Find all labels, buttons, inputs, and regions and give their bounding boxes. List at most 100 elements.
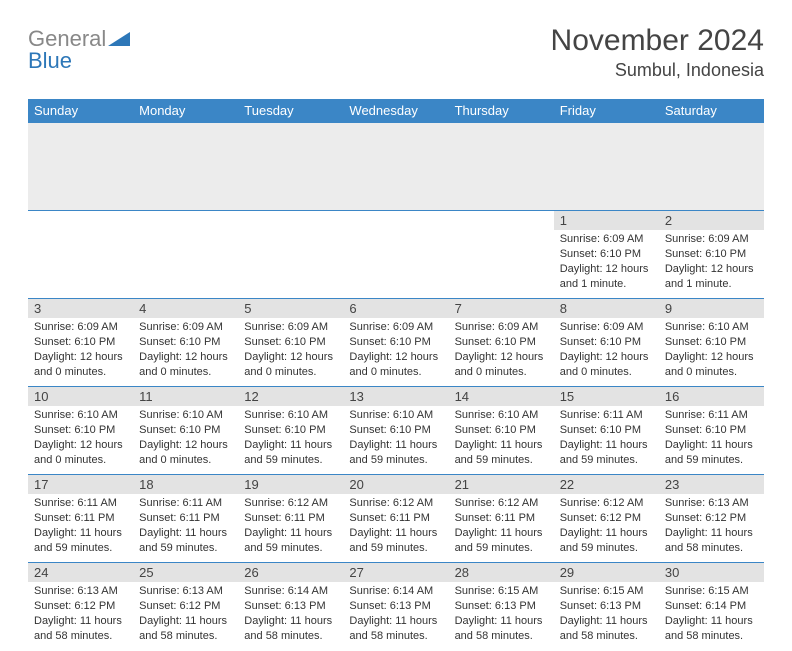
day-number: 27: [343, 563, 448, 582]
sunrise-text: Sunrise: 6:11 AM: [34, 496, 127, 511]
calendar-cell: 14Sunrise: 6:10 AMSunset: 6:10 PMDayligh…: [449, 387, 554, 475]
daylight-text: Daylight: 11 hours and 58 minutes.: [665, 526, 758, 556]
day-number: 26: [238, 563, 343, 582]
cell-body: Sunrise: 6:10 AMSunset: 6:10 PMDaylight:…: [343, 406, 448, 471]
day-header: Saturday: [659, 99, 764, 123]
day-number: 10: [28, 387, 133, 406]
calendar-week-row: 24Sunrise: 6:13 AMSunset: 6:12 PMDayligh…: [28, 563, 764, 651]
day-number: 12: [238, 387, 343, 406]
title-block: November 2024 Sumbul, Indonesia: [551, 24, 764, 81]
sunset-text: Sunset: 6:10 PM: [665, 423, 758, 438]
sunset-text: Sunset: 6:13 PM: [455, 599, 548, 614]
day-header: Tuesday: [238, 99, 343, 123]
sunrise-text: Sunrise: 6:12 AM: [244, 496, 337, 511]
daylight-text: Daylight: 12 hours and 0 minutes.: [244, 350, 337, 380]
sunset-text: Sunset: 6:11 PM: [244, 511, 337, 526]
calendar-cell: 6Sunrise: 6:09 AMSunset: 6:10 PMDaylight…: [343, 299, 448, 387]
calendar-cell: 8Sunrise: 6:09 AMSunset: 6:10 PMDaylight…: [554, 299, 659, 387]
cell-body: Sunrise: 6:11 AMSunset: 6:11 PMDaylight:…: [28, 494, 133, 559]
day-number: 20: [343, 475, 448, 494]
calendar-cell: [238, 211, 343, 299]
calendar-cell: [133, 211, 238, 299]
day-number: 21: [449, 475, 554, 494]
day-number: 3: [28, 299, 133, 318]
day-number: 29: [554, 563, 659, 582]
calendar-cell: [449, 211, 554, 299]
day-number: 8: [554, 299, 659, 318]
daylight-text: Daylight: 11 hours and 58 minutes.: [349, 614, 442, 644]
sunset-text: Sunset: 6:14 PM: [665, 599, 758, 614]
sunset-text: Sunset: 6:10 PM: [560, 423, 653, 438]
sunset-text: Sunset: 6:10 PM: [349, 335, 442, 350]
day-number: 28: [449, 563, 554, 582]
cell-body: Sunrise: 6:09 AMSunset: 6:10 PMDaylight:…: [554, 318, 659, 383]
day-number: 25: [133, 563, 238, 582]
sunrise-text: Sunrise: 6:09 AM: [349, 320, 442, 335]
calendar-cell: 21Sunrise: 6:12 AMSunset: 6:11 PMDayligh…: [449, 475, 554, 563]
cell-body: Sunrise: 6:12 AMSunset: 6:12 PMDaylight:…: [554, 494, 659, 559]
sunrise-text: Sunrise: 6:15 AM: [560, 584, 653, 599]
calendar-cell: 22Sunrise: 6:12 AMSunset: 6:12 PMDayligh…: [554, 475, 659, 563]
daylight-text: Daylight: 11 hours and 59 minutes.: [139, 526, 232, 556]
sunset-text: Sunset: 6:10 PM: [560, 247, 653, 262]
sunrise-text: Sunrise: 6:09 AM: [244, 320, 337, 335]
calendar-cell: 7Sunrise: 6:09 AMSunset: 6:10 PMDaylight…: [449, 299, 554, 387]
cell-body: Sunrise: 6:10 AMSunset: 6:10 PMDaylight:…: [659, 318, 764, 383]
sunset-text: Sunset: 6:10 PM: [665, 335, 758, 350]
calendar-cell: 1Sunrise: 6:09 AMSunset: 6:10 PMDaylight…: [554, 211, 659, 299]
sunrise-text: Sunrise: 6:13 AM: [665, 496, 758, 511]
calendar-cell: 11Sunrise: 6:10 AMSunset: 6:10 PMDayligh…: [133, 387, 238, 475]
daylight-text: Daylight: 11 hours and 59 minutes.: [244, 438, 337, 468]
calendar-cell: 3Sunrise: 6:09 AMSunset: 6:10 PMDaylight…: [28, 299, 133, 387]
day-number: 11: [133, 387, 238, 406]
calendar-cell: 30Sunrise: 6:15 AMSunset: 6:14 PMDayligh…: [659, 563, 764, 651]
sunset-text: Sunset: 6:11 PM: [455, 511, 548, 526]
cell-body: Sunrise: 6:14 AMSunset: 6:13 PMDaylight:…: [238, 582, 343, 647]
sunset-text: Sunset: 6:11 PM: [34, 511, 127, 526]
calendar-cell: 20Sunrise: 6:12 AMSunset: 6:11 PMDayligh…: [343, 475, 448, 563]
sunrise-text: Sunrise: 6:10 AM: [665, 320, 758, 335]
calendar-week-row: 10Sunrise: 6:10 AMSunset: 6:10 PMDayligh…: [28, 387, 764, 475]
daylight-text: Daylight: 12 hours and 0 minutes.: [139, 350, 232, 380]
calendar-week-row: 17Sunrise: 6:11 AMSunset: 6:11 PMDayligh…: [28, 475, 764, 563]
sunrise-text: Sunrise: 6:11 AM: [560, 408, 653, 423]
calendar-cell: 17Sunrise: 6:11 AMSunset: 6:11 PMDayligh…: [28, 475, 133, 563]
cell-body: Sunrise: 6:13 AMSunset: 6:12 PMDaylight:…: [28, 582, 133, 647]
sunrise-text: Sunrise: 6:09 AM: [665, 232, 758, 247]
logo-triangle-icon: [108, 28, 130, 50]
cell-body: Sunrise: 6:14 AMSunset: 6:13 PMDaylight:…: [343, 582, 448, 647]
cell-body: Sunrise: 6:13 AMSunset: 6:12 PMDaylight:…: [659, 494, 764, 559]
sunset-text: Sunset: 6:13 PM: [349, 599, 442, 614]
cell-body: Sunrise: 6:10 AMSunset: 6:10 PMDaylight:…: [133, 406, 238, 471]
daylight-text: Daylight: 11 hours and 59 minutes.: [349, 526, 442, 556]
sunrise-text: Sunrise: 6:09 AM: [560, 320, 653, 335]
calendar-cell: 2Sunrise: 6:09 AMSunset: 6:10 PMDaylight…: [659, 211, 764, 299]
calendar-header-row: SundayMondayTuesdayWednesdayThursdayFrid…: [28, 99, 764, 123]
day-header: Wednesday: [343, 99, 448, 123]
daylight-text: Daylight: 11 hours and 59 minutes.: [560, 438, 653, 468]
daylight-text: Daylight: 12 hours and 1 minute.: [560, 262, 653, 292]
cell-body: Sunrise: 6:13 AMSunset: 6:12 PMDaylight:…: [133, 582, 238, 647]
calendar-week-row: 1Sunrise: 6:09 AMSunset: 6:10 PMDaylight…: [28, 211, 764, 299]
sunrise-text: Sunrise: 6:15 AM: [455, 584, 548, 599]
day-header: Monday: [133, 99, 238, 123]
sunset-text: Sunset: 6:10 PM: [139, 335, 232, 350]
sunset-text: Sunset: 6:11 PM: [349, 511, 442, 526]
day-number: 15: [554, 387, 659, 406]
cell-body: Sunrise: 6:10 AMSunset: 6:10 PMDaylight:…: [238, 406, 343, 471]
daylight-text: Daylight: 11 hours and 59 minutes.: [455, 438, 548, 468]
sunset-text: Sunset: 6:10 PM: [349, 423, 442, 438]
sunrise-text: Sunrise: 6:12 AM: [455, 496, 548, 511]
daylight-text: Daylight: 12 hours and 0 minutes.: [665, 350, 758, 380]
calendar-cell: 4Sunrise: 6:09 AMSunset: 6:10 PMDaylight…: [133, 299, 238, 387]
sunrise-text: Sunrise: 6:13 AM: [139, 584, 232, 599]
calendar-cell: [343, 211, 448, 299]
calendar-blank-row: [28, 123, 764, 211]
sunset-text: Sunset: 6:12 PM: [34, 599, 127, 614]
sunrise-text: Sunrise: 6:14 AM: [244, 584, 337, 599]
day-number: 19: [238, 475, 343, 494]
sunrise-text: Sunrise: 6:11 AM: [665, 408, 758, 423]
cell-body: Sunrise: 6:09 AMSunset: 6:10 PMDaylight:…: [28, 318, 133, 383]
sunset-text: Sunset: 6:10 PM: [665, 247, 758, 262]
cell-body: Sunrise: 6:15 AMSunset: 6:13 PMDaylight:…: [554, 582, 659, 647]
